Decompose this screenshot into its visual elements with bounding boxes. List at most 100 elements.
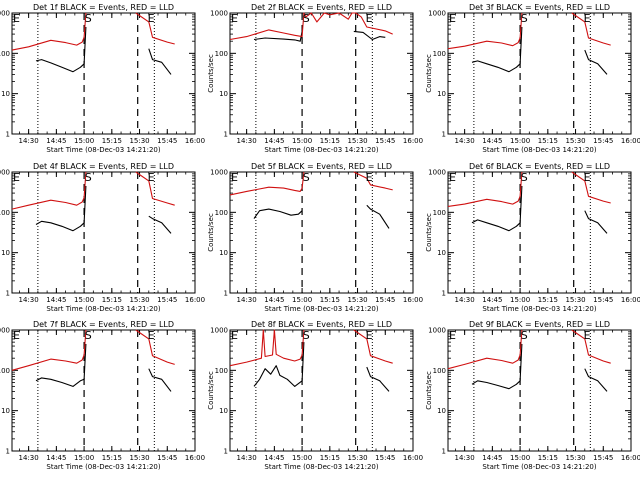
events-series-line (471, 185, 523, 232)
y-tick-label: 100 (215, 367, 228, 375)
event-marker-label: E (366, 12, 373, 25)
event-marker-label: S (85, 171, 92, 184)
x-tick-label: 15:30 (129, 137, 149, 145)
lld-series-line (447, 171, 523, 207)
y-tick-label: 10 (1, 90, 10, 98)
lld-series-line (11, 329, 87, 371)
event-marker-label: E (366, 329, 373, 342)
y-axis-label: Counts/sec (207, 213, 215, 252)
x-tick-label: 16:00 (621, 454, 640, 462)
x-axis-label: Start Time (08-Dec-03 14:21:20) (264, 146, 378, 154)
event-marker-label: E (231, 329, 238, 342)
y-axis-label: Counts/sec (425, 213, 433, 252)
plot-frame (447, 329, 632, 452)
y-tick-label: 1 (224, 131, 228, 139)
x-tick-label: 15:15 (538, 137, 558, 145)
y-tick-label: 1000 (428, 169, 446, 177)
x-tick-label: 15:15 (538, 296, 558, 304)
plot-frame (229, 171, 414, 294)
x-tick-label: 16:00 (403, 296, 423, 304)
events-series-line (148, 48, 172, 75)
y-tick-label: 1000 (0, 169, 10, 177)
y-tick-label: 10 (437, 407, 446, 415)
y-tick-label: 10 (219, 90, 228, 98)
event-marker-label: E (584, 329, 591, 342)
x-tick-label: 15:00 (510, 137, 530, 145)
events-series-line (148, 368, 172, 392)
x-tick-label: 14:30 (237, 454, 257, 462)
y-axis-label: Counts/sec (207, 54, 215, 93)
y-tick-label: 1 (442, 131, 446, 139)
events-series-line (253, 342, 305, 387)
y-tick-label: 1 (6, 290, 10, 298)
plot-frame (447, 12, 632, 135)
x-tick-label: 16:00 (621, 137, 640, 145)
x-tick-label: 15:45 (157, 454, 177, 462)
lld-series-line (571, 12, 611, 46)
x-tick-label: 14:30 (19, 137, 39, 145)
x-tick-label: 15:00 (74, 296, 94, 304)
x-tick-label: 16:00 (185, 454, 205, 462)
event-marker-label: E (148, 12, 155, 25)
x-tick-label: 15:00 (74, 137, 94, 145)
y-tick-label: 1000 (428, 10, 446, 18)
lld-series-line (353, 171, 393, 191)
event-marker-label: E (584, 171, 591, 184)
x-tick-label: 15:45 (375, 137, 395, 145)
y-tick-label: 1000 (210, 327, 228, 335)
x-axis-label: Start Time (08-Dec-03 14:21:20) (264, 463, 378, 471)
event-marker-label: E (449, 171, 456, 184)
event-marker-label: E (13, 171, 20, 184)
y-tick-label: 10 (219, 407, 228, 415)
y-tick-label: 1000 (210, 169, 228, 177)
y-tick-label: 100 (433, 50, 446, 58)
y-tick-label: 100 (433, 367, 446, 375)
events-series-line (366, 204, 390, 229)
x-tick-label: 15:45 (593, 296, 613, 304)
events-series-line (471, 26, 523, 73)
events-series-line (148, 215, 172, 234)
y-tick-label: 100 (433, 209, 446, 217)
x-tick-label: 15:30 (565, 137, 585, 145)
x-tick-label: 15:00 (510, 296, 530, 304)
lld-series-line (447, 12, 523, 50)
event-marker-label: S (521, 171, 528, 184)
x-tick-label: 14:45 (264, 296, 284, 304)
events-series-line (35, 185, 87, 232)
y-axis-label: Counts/sec (425, 371, 433, 410)
panel-title: Det 2f BLACK = Events, RED = LLD (251, 3, 392, 12)
x-tick-label: 14:30 (455, 137, 475, 145)
x-tick-label: 15:00 (74, 454, 94, 462)
x-tick-label: 14:30 (19, 296, 39, 304)
lld-series-line (571, 171, 611, 204)
y-tick-label: 100 (0, 50, 10, 58)
x-tick-label: 15:15 (538, 454, 558, 462)
y-axis-label: Counts/sec (425, 54, 433, 93)
x-tick-label: 15:00 (292, 454, 312, 462)
x-tick-label: 14:30 (237, 137, 257, 145)
y-tick-label: 10 (437, 249, 446, 257)
events-series-line (253, 31, 303, 42)
x-tick-label: 15:00 (292, 137, 312, 145)
lld-series-line (135, 329, 175, 365)
x-tick-label: 15:15 (320, 137, 340, 145)
y-tick-label: 1000 (210, 10, 228, 18)
lld-series-line (229, 12, 356, 41)
x-tick-label: 15:00 (510, 454, 530, 462)
event-marker-label: S (303, 12, 310, 25)
events-series-line (353, 30, 386, 41)
plot-frame (447, 171, 632, 294)
x-tick-label: 14:45 (46, 296, 66, 304)
x-tick-label: 15:30 (565, 454, 585, 462)
event-marker-label: E (449, 329, 456, 342)
lld-series-line (135, 12, 175, 45)
x-tick-label: 14:30 (237, 296, 257, 304)
event-marker-label: E (366, 171, 373, 184)
y-tick-label: 1 (442, 290, 446, 298)
x-tick-label: 14:30 (19, 454, 39, 462)
x-tick-label: 15:45 (375, 296, 395, 304)
x-tick-label: 15:45 (157, 137, 177, 145)
event-marker-label: S (85, 329, 92, 342)
y-tick-label: 1 (224, 290, 228, 298)
x-tick-label: 15:30 (347, 137, 367, 145)
